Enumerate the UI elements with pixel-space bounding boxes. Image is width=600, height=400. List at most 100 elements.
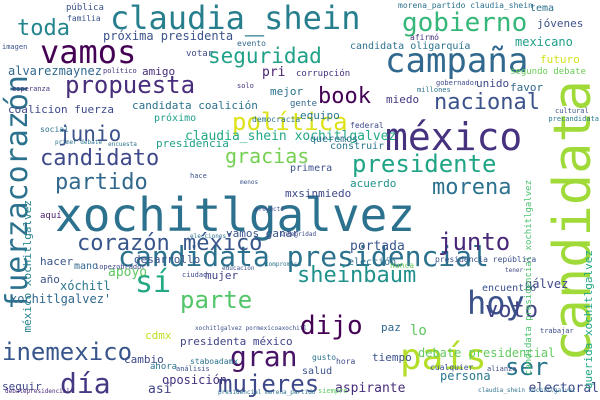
- word-cualquier: cualquier: [430, 363, 474, 372]
- word-social: social: [40, 125, 69, 134]
- word-desarrollo: desarrollo: [134, 253, 201, 266]
- word-portada: portada: [350, 239, 405, 254]
- word-parte: parte: [180, 286, 253, 314]
- word-precandidata: precandidata: [548, 115, 599, 123]
- word-futuro: futuro: [540, 53, 580, 66]
- word-proxima-presidenta: próxima presidenta: [103, 29, 234, 43]
- word-evento: evento: [237, 39, 266, 48]
- word-corazon-mexico: corazón méxico: [77, 231, 263, 256]
- word-hace: hace: [190, 172, 207, 180]
- word-queremos: queremos: [310, 134, 359, 145]
- word-tener: tener: [505, 267, 524, 274]
- word-corrupcion: corrupción: [296, 69, 351, 79]
- word-vamos: vamos: [40, 33, 137, 71]
- word-junto: junto: [438, 228, 511, 256]
- word-nunca: nunca: [390, 261, 415, 270]
- word-voto: voto: [485, 298, 538, 323]
- word-mxsinmiedo: mxsinmiedo: [285, 187, 352, 200]
- word-paz: paz: [381, 321, 401, 334]
- word-compromiso: compromiso: [265, 261, 302, 268]
- word-cultural: cultural: [555, 107, 589, 115]
- word-cambio: cambio: [124, 353, 164, 366]
- word-solo: solo: [237, 82, 254, 90]
- word-oposicion: oposición: [162, 373, 228, 387]
- word-coalicion-fuerza: coalicion fuerza: [8, 103, 114, 116]
- word-vamos-ganar: vamos ganar: [226, 227, 299, 240]
- word-nacional: nacional: [434, 90, 540, 115]
- word-ser: ser: [505, 353, 549, 381]
- word-candidata-presidencial: candidata presidencial: [118, 240, 489, 273]
- word-proximo: próximo: [154, 113, 197, 124]
- word-hoy: hoy: [467, 284, 525, 322]
- word-mujer: mujer: [205, 269, 239, 282]
- word-presidenta-mexico: presidenta méxico: [180, 335, 293, 348]
- word-integridad: integridad: [280, 231, 317, 238]
- word-lo: lo: [410, 323, 427, 339]
- word-electoral: electoral: [528, 381, 599, 396]
- word-trabajar: trabajar: [540, 327, 574, 335]
- word-apoyo: apoyo: [108, 265, 148, 280]
- word-favor: favor: [510, 81, 544, 94]
- word-millones: millones: [417, 86, 451, 94]
- word-presidente: presidente: [352, 150, 497, 178]
- word-democracia: democracia: [252, 115, 301, 124]
- word-campana: campaña: [385, 41, 529, 81]
- word-tiempo: tiempo: [372, 351, 412, 364]
- word-pri: pri: [262, 65, 286, 80]
- word-xochitlgalvez-quote: xochitlgalvez': [10, 292, 112, 306]
- word-ano: año: [40, 273, 60, 286]
- word-morena-partido-claudia-shein: morena_partido claudia_shein: [398, 1, 533, 10]
- word-jovenes: jóvenes: [537, 17, 584, 30]
- word-gobernador: gobernador: [436, 79, 479, 87]
- word-morena: morena: [432, 175, 512, 200]
- word-claudia-shein-xochitlgalvez: claudia_shein xochitlgalvez: [185, 129, 397, 144]
- word-pais: país: [400, 337, 487, 378]
- word-eleccion: elección: [348, 257, 397, 268]
- word-staboadamx: staboadamx: [190, 357, 239, 366]
- word-lopezobrador: lopezobrador: [95, 263, 146, 271]
- word-asi: así: [148, 382, 172, 397]
- word-menos: menos: [240, 179, 259, 186]
- word-mexico: méxico: [385, 115, 523, 159]
- word-debate-presidencial: debate presidencial: [418, 346, 556, 360]
- word-afirmo: afirmó: [410, 33, 439, 42]
- word-construir: construir: [330, 141, 385, 152]
- word-debatepresidencial: debatepresidencial: [5, 388, 71, 395]
- word-salud: salud: [302, 366, 333, 377]
- word-primer-debate: primer debate: [55, 139, 102, 146]
- word-aqui: aquí: [40, 211, 62, 221]
- word-mexicano: mexicano: [515, 35, 573, 49]
- word-politica: política: [232, 108, 348, 136]
- word-galvez: gálvez: [525, 277, 569, 291]
- word-gusto: gusto: [312, 353, 337, 362]
- word-familia: familia: [67, 14, 101, 23]
- word-presidencial-morena-partido: presidencial morena_partido: [218, 389, 316, 396]
- word-gobierno: gobierno: [402, 8, 528, 38]
- word-alvarezmaynez: alvarezmaynez: [8, 64, 102, 78]
- word-siempre: siempre: [318, 387, 348, 395]
- word-proyecto: proyecto: [255, 206, 284, 213]
- word-mejor: mejor: [270, 85, 304, 98]
- word-educacion: educación: [222, 265, 255, 272]
- word-mujeres: mujeres: [218, 370, 320, 398]
- word-mexico-xochitlgalvez: méxico xochitlgalvez: [21, 200, 34, 333]
- word-votar: votar: [186, 49, 214, 59]
- word-candidata-coalicion: candidata coalición: [132, 99, 258, 112]
- word-si: sí: [135, 265, 172, 300]
- word-candidata-oligarquia: candidata oligarquía: [350, 41, 471, 52]
- word-politico: político: [103, 67, 137, 75]
- word-elecciones: elecciones: [190, 233, 227, 240]
- word-unido: unido: [476, 77, 510, 90]
- word-dia: día: [60, 367, 111, 400]
- word-gracias: gracias: [225, 144, 310, 168]
- word-federal: federal: [350, 121, 384, 130]
- word-primera: primera: [290, 163, 333, 174]
- word-candidato: candidato: [40, 146, 160, 171]
- word-segundo-debate: segundo debate: [510, 67, 586, 77]
- word-publica: pública: [66, 3, 104, 13]
- word-xochitl: xóchitl: [60, 279, 111, 293]
- word-sheinbaum: sheinbaum: [297, 263, 417, 288]
- word-analisis: análisis: [176, 365, 210, 373]
- word-presidencia-republica: presidencia república: [435, 255, 537, 264]
